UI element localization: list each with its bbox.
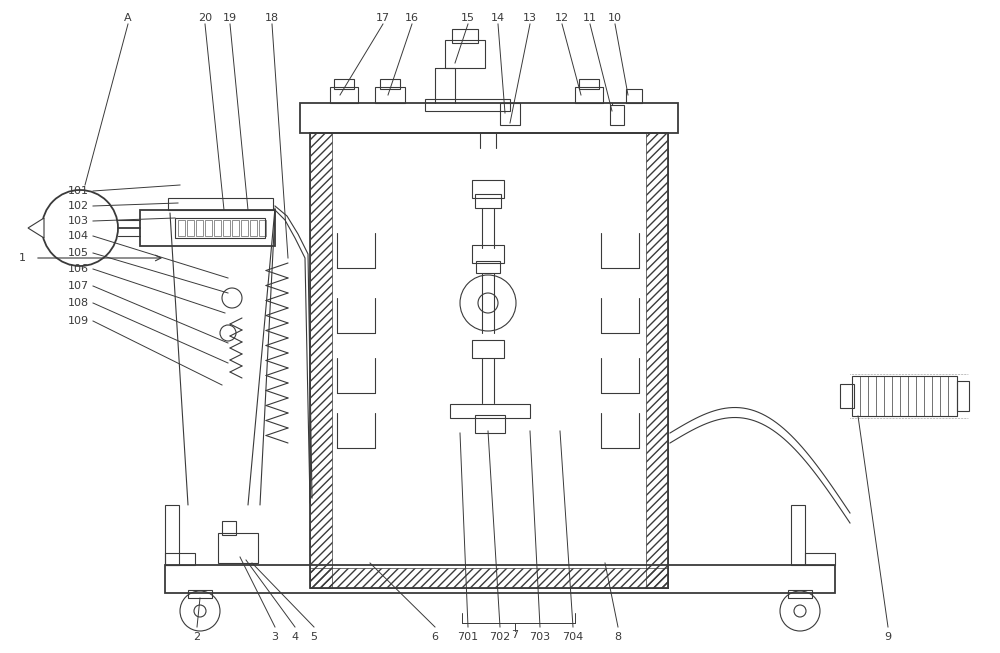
- Bar: [218, 533, 258, 563]
- Text: 703: 703: [529, 632, 551, 642]
- Text: 11: 11: [583, 13, 597, 23]
- Text: 103: 103: [68, 216, 89, 226]
- Text: 701: 701: [457, 632, 479, 642]
- Bar: [380, 79, 400, 89]
- Bar: [259, 220, 266, 236]
- Bar: [610, 105, 624, 125]
- Text: 106: 106: [68, 264, 89, 274]
- Text: 2: 2: [193, 632, 201, 642]
- Bar: [788, 590, 812, 598]
- Text: 17: 17: [376, 13, 390, 23]
- Bar: [165, 565, 835, 593]
- Bar: [805, 553, 835, 565]
- Bar: [575, 87, 603, 103]
- Text: 13: 13: [523, 13, 537, 23]
- Text: 20: 20: [198, 13, 212, 23]
- Bar: [165, 505, 179, 565]
- Text: 9: 9: [884, 632, 892, 642]
- Text: 6: 6: [432, 632, 438, 642]
- Text: 1: 1: [18, 253, 26, 263]
- Bar: [957, 381, 969, 411]
- Text: 3: 3: [272, 632, 278, 642]
- Text: 105: 105: [68, 248, 89, 258]
- Text: 107: 107: [68, 281, 89, 291]
- Bar: [188, 590, 212, 598]
- Text: 101: 101: [68, 186, 89, 196]
- Bar: [196, 220, 203, 236]
- Bar: [579, 79, 599, 89]
- Text: 104: 104: [68, 231, 89, 241]
- Bar: [472, 340, 504, 358]
- Bar: [450, 404, 530, 418]
- Text: 12: 12: [555, 13, 569, 23]
- Bar: [852, 376, 957, 416]
- Bar: [140, 210, 275, 246]
- Bar: [475, 194, 501, 208]
- Text: 702: 702: [489, 632, 511, 642]
- Text: 16: 16: [405, 13, 419, 23]
- Bar: [250, 220, 257, 236]
- Bar: [168, 198, 273, 210]
- Text: 8: 8: [614, 632, 622, 642]
- Text: 18: 18: [265, 13, 279, 23]
- Polygon shape: [28, 218, 44, 238]
- Bar: [475, 415, 505, 433]
- Bar: [178, 220, 185, 236]
- Bar: [840, 384, 854, 408]
- Text: 14: 14: [491, 13, 505, 23]
- Bar: [310, 568, 668, 588]
- Bar: [500, 103, 520, 125]
- Bar: [205, 220, 212, 236]
- Text: 19: 19: [223, 13, 237, 23]
- Bar: [425, 99, 510, 111]
- Text: 4: 4: [291, 632, 299, 642]
- Bar: [476, 261, 500, 273]
- Text: 10: 10: [608, 13, 622, 23]
- Bar: [300, 103, 678, 133]
- Bar: [445, 40, 485, 68]
- Bar: [791, 505, 805, 565]
- Text: 108: 108: [68, 298, 89, 308]
- Bar: [232, 220, 239, 236]
- Bar: [626, 89, 642, 103]
- Bar: [334, 79, 354, 89]
- Bar: [472, 245, 504, 263]
- Bar: [472, 180, 504, 198]
- Bar: [165, 553, 195, 565]
- Bar: [175, 218, 265, 238]
- Text: 7: 7: [511, 630, 519, 640]
- Bar: [646, 133, 668, 588]
- Bar: [375, 87, 405, 103]
- Text: 704: 704: [562, 632, 584, 642]
- Bar: [452, 29, 478, 43]
- Bar: [223, 220, 230, 236]
- Text: A: A: [124, 13, 132, 23]
- Text: 5: 5: [310, 632, 318, 642]
- Bar: [310, 133, 668, 588]
- Text: 102: 102: [68, 201, 89, 211]
- Text: 15: 15: [461, 13, 475, 23]
- Bar: [214, 220, 221, 236]
- Bar: [330, 87, 358, 103]
- Text: 109: 109: [68, 316, 89, 326]
- Bar: [187, 220, 194, 236]
- Bar: [310, 133, 332, 588]
- Bar: [222, 521, 236, 535]
- Bar: [241, 220, 248, 236]
